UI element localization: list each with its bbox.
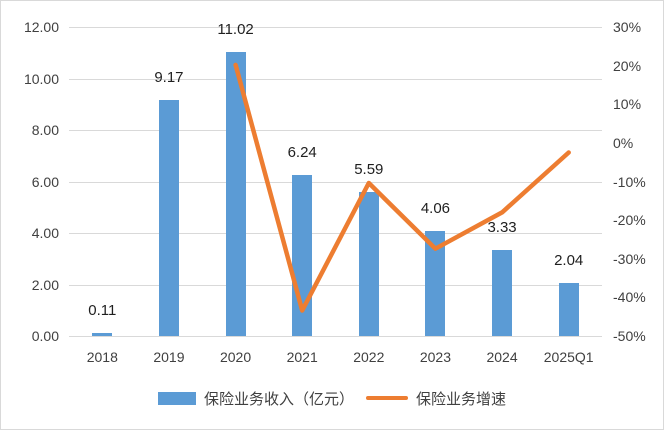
legend-label-revenue: 保险业务收入（亿元） [203,390,354,408]
right-axis-tick: -10% [613,173,646,190]
bar-2018 [92,333,113,336]
legend-item-revenue: 保险业务收入（亿元） [157,388,354,409]
legend-label-growth: 保险业务增速 [416,390,507,408]
line-series-swatch [366,396,408,400]
bar-2023 [425,231,446,336]
bar-data-label: 3.33 [487,219,517,237]
right-axis-tick: 20% [613,57,642,74]
right-axis-tick: 0% [613,134,634,151]
bar-2021 [292,175,313,336]
x-tick-2019: 2019 [153,349,185,365]
x-tick-2025Q1: 2025Q1 [543,349,594,365]
left-axis-tick: 0.00 [31,328,59,344]
legend-item-growth: 保险业务增速 [366,388,506,409]
right-axis-tick: -40% [613,289,646,306]
bar-data-label: 11.02 [217,21,254,39]
x-tick-2021: 2021 [286,349,318,365]
left-axis-tick: 6.00 [31,173,59,190]
gridline [69,181,602,183]
x-tick-2024: 2024 [486,349,518,365]
right-axis-tick: -20% [613,212,646,229]
bar-2022 [358,192,379,336]
bar-data-label: 4.06 [420,200,451,218]
left-axis-tick: 12.00 [23,19,59,35]
bar-data-label: 5.59 [354,161,384,179]
bar-data-label: 9.17 [154,68,184,86]
bar-2024 [492,250,513,336]
gridline [69,130,602,131]
left-axis-tick: 4.00 [31,225,59,241]
bar-data-label: 2.04 [554,252,584,270]
x-tick-2023: 2023 [419,349,452,365]
x-tick-2018: 2018 [86,349,118,365]
x-tick-2022: 2022 [353,349,385,365]
right-axis-tick: 30% [613,19,642,35]
left-axis-tick: 2.00 [31,276,59,293]
gridline [69,27,602,28]
right-axis-tick: -50% [613,328,646,344]
right-axis-tick: 10% [613,96,642,113]
bar-2025Q1 [558,283,579,336]
bar-series-swatch [157,391,196,405]
x-tick-2020: 2020 [219,349,252,365]
growth-line [233,62,571,313]
bar-2019 [158,99,179,336]
left-axis-tick: 8.00 [31,122,59,138]
bar-2020 [225,52,246,336]
gridline [69,284,602,286]
right-axis-tick: -30% [613,250,646,267]
legend: 保险业务收入（亿元） 保险业务增速 [1,385,663,411]
left-axis-tick: 10.00 [23,70,59,87]
bar-data-label: 0.11 [88,302,117,320]
gridline [69,336,602,337]
bar-data-label: 6.24 [287,144,317,162]
